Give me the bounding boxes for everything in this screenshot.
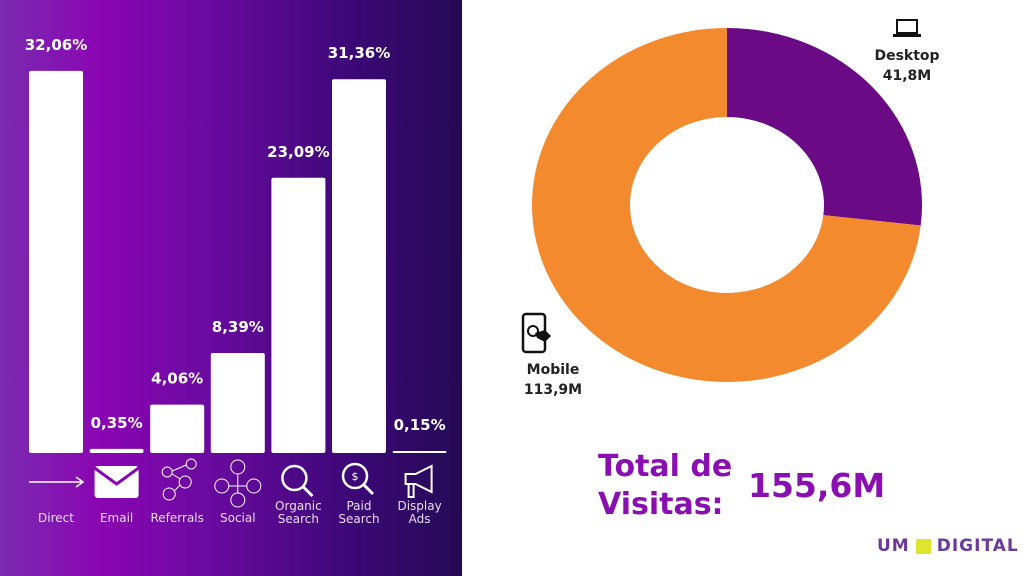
- share-network-icon: [161, 458, 197, 501]
- megaphone-icon: [404, 464, 433, 498]
- total-label: Total de Visitas:: [598, 448, 732, 524]
- mobile-label: Mobile: [526, 362, 580, 378]
- category-label: Display: [397, 499, 441, 513]
- category-label: Search: [278, 512, 319, 526]
- bar-value-label: 8,39%: [212, 318, 264, 336]
- search-icon: [281, 464, 314, 498]
- mobile-touch-icon: [521, 312, 551, 354]
- donut-slice-mobile: [532, 28, 921, 383]
- svg-text:$: $: [352, 470, 359, 483]
- category-label: Direct: [38, 511, 74, 525]
- social-network-icon: [214, 459, 262, 508]
- category-label: Referrals: [151, 511, 204, 525]
- bar-value-label: 23,09%: [267, 143, 329, 161]
- desktop-value: 41,8M: [882, 68, 932, 84]
- category-label: Social: [220, 511, 256, 525]
- bar-6: [392, 451, 447, 453]
- category-label: Email: [100, 511, 133, 525]
- logo-right: DIGITAL: [936, 536, 1019, 556]
- category-label: Paid: [346, 499, 371, 513]
- bar-chart-svg: 32,06% Direct 0,35% Email 4,06% Referrals 8,39…: [25, 36, 447, 526]
- envelope-icon: [93, 466, 140, 498]
- bar-value-label: 32,06%: [25, 36, 87, 54]
- bar-value-label: 0,35%: [91, 414, 143, 432]
- bar-1: [89, 448, 144, 453]
- desktop-label: Desktop: [874, 48, 940, 64]
- bar-0: [29, 70, 83, 454]
- paid-search-icon: $: [341, 462, 375, 496]
- logo-square: [915, 538, 931, 554]
- donut-slice-desktop: [727, 28, 922, 226]
- mobile-value: 113,9M: [523, 382, 583, 398]
- bar-5: [332, 79, 386, 454]
- category-label: Organic: [275, 499, 322, 513]
- desktop-legend: Desktop 41,8M: [862, 18, 952, 86]
- total-label-line1: Total de: [598, 449, 733, 484]
- bar-3: [210, 352, 265, 453]
- bar-value-label: 4,06%: [151, 370, 203, 388]
- logo-left: UM: [877, 536, 910, 556]
- traffic-sources-panel: 32,06% Direct 0,35% Email 4,06% Referrals 8,39…: [0, 0, 462, 576]
- bar-2: [150, 404, 205, 453]
- arrow-right-icon: [29, 476, 85, 488]
- bar-4: [271, 177, 326, 453]
- category-label: Ads: [409, 512, 431, 526]
- category-label: Search: [338, 512, 379, 526]
- um-digital-logo: UM DIGITAL: [877, 536, 1019, 556]
- bar-value-label: 31,36%: [328, 44, 390, 62]
- laptop-icon: [893, 19, 921, 37]
- mobile-legend: Mobile 113,9M: [513, 312, 593, 400]
- total-label-line2: Visitas:: [598, 487, 724, 522]
- bar-value-label: 0,15%: [394, 416, 446, 434]
- total-value: 155,6M: [748, 466, 886, 505]
